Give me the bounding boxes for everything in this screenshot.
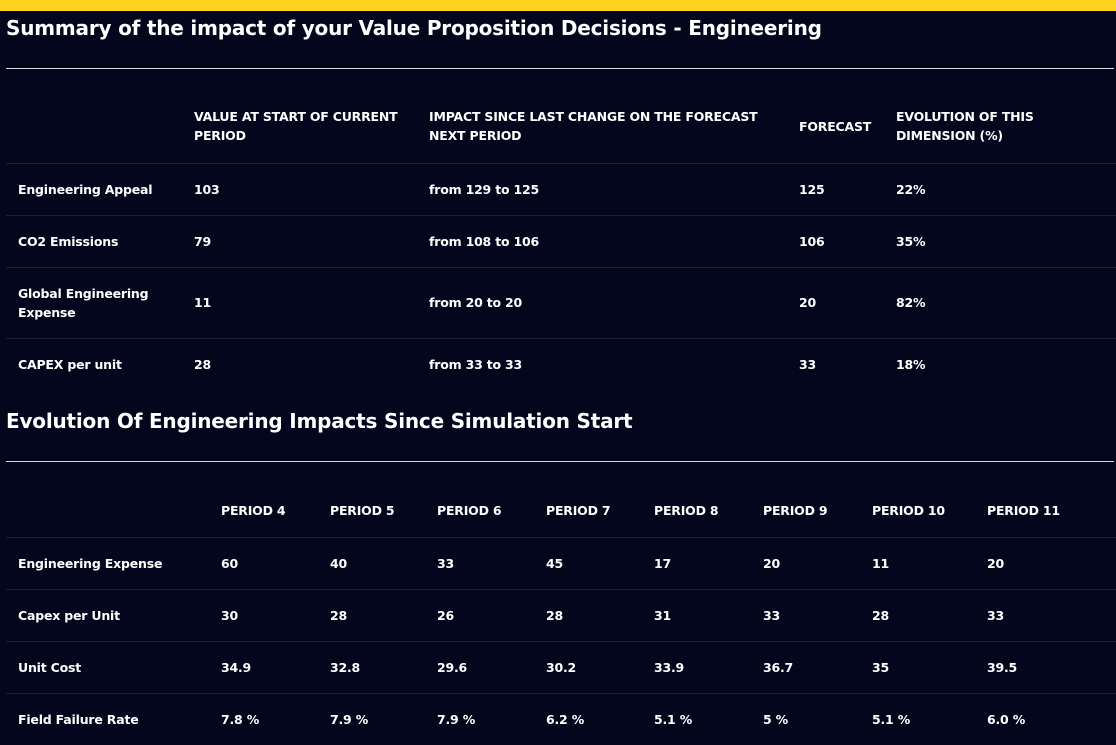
period-value-cell: 35 [860,640,975,693]
period-value-cell: 60 [209,536,318,589]
table-row: Unit Cost 34.9 32.8 29.6 30.2 33.9 36.7 … [6,640,1116,693]
evolution-title: Evolution Of Engineering Impacts Since S… [6,409,633,433]
summary-divider [6,68,1114,69]
evolution-header-row: PERIOD 4 PERIOD 5 PERIOD 6 PERIOD 7 PERI… [6,485,1116,537]
table-row: Engineering Expense 60 40 33 45 17 20 11… [6,536,1116,589]
period-value-cell: 40 [318,536,425,589]
header-period: PERIOD 6 [437,503,502,519]
period-value-cell: 20 [975,536,1116,589]
forecast-cell: 20 [787,266,884,338]
value-start-cell: 103 [182,162,417,215]
summary-title: Summary of the impact of your Value Prop… [6,16,822,40]
header-period: PERIOD 4 [221,503,286,519]
period-value-cell: 28 [318,588,425,641]
evolution-table: PERIOD 4 PERIOD 5 PERIOD 6 PERIOD 7 PERI… [6,485,1116,745]
forecast-cell: 106 [787,214,884,267]
table-row: CO2 Emissions 79 from 108 to 106 106 35% [6,214,1116,267]
row-label: Capex per Unit [6,588,209,641]
top-accent-bar [0,0,1116,11]
period-value-cell: 7.8 % [209,692,318,745]
row-label: Engineering Appeal [6,162,182,215]
period-value-cell: 7.9 % [425,692,534,745]
header-dimension [6,90,182,163]
period-value-cell: 33.9 [642,640,751,693]
period-value-cell: 5 % [751,692,860,745]
evolution-divider [6,461,1114,462]
period-value-cell: 5.1 % [642,692,751,745]
row-label: Unit Cost [6,640,209,693]
header-forecast: FORECAST [799,118,872,134]
period-value-cell: 28 [860,588,975,641]
period-value-cell: 17 [642,536,751,589]
evolution-cell: 35% [884,214,1116,267]
table-row: CAPEX per unit 28 from 33 to 33 33 18% [6,337,1116,390]
period-value-cell: 28 [534,588,642,641]
period-value-cell: 32.8 [318,640,425,693]
evolution-cell: 18% [884,337,1116,390]
period-value-cell: 20 [751,536,860,589]
header-period: PERIOD 7 [546,503,611,519]
header-period: PERIOD 9 [763,503,828,519]
period-value-cell: 39.5 [975,640,1116,693]
forecast-cell: 33 [787,337,884,390]
row-label: Engineering Expense [6,536,209,589]
period-value-cell: 30.2 [534,640,642,693]
period-value-cell: 11 [860,536,975,589]
period-value-cell: 29.6 [425,640,534,693]
header-period: PERIOD 11 [987,503,1060,519]
header-period: PERIOD 10 [872,503,945,519]
period-value-cell: 6.0 % [975,692,1116,745]
period-value-cell: 26 [425,588,534,641]
impact-cell: from 108 to 106 [417,214,787,267]
row-label: CAPEX per unit [6,337,182,390]
summary-header-row: VALUE AT START OF CURRENT PERIOD IMPACT … [6,90,1116,163]
period-value-cell: 36.7 [751,640,860,693]
header-period: PERIOD 5 [330,503,395,519]
table-row: Capex per Unit 30 28 26 28 31 33 28 33 [6,588,1116,641]
table-row: Engineering Appeal 103 from 129 to 125 1… [6,162,1116,215]
row-label: Field Failure Rate [6,692,209,745]
row-label: Global Engineering Expense [6,266,182,338]
period-value-cell: 34.9 [209,640,318,693]
header-metric [6,485,209,537]
evolution-cell: 22% [884,162,1116,215]
header-value-start: VALUE AT START OF CURRENT PERIOD [194,109,398,144]
header-impact: IMPACT SINCE LAST CHANGE ON THE FORECAST… [429,109,758,144]
period-value-cell: 6.2 % [534,692,642,745]
forecast-cell: 125 [787,162,884,215]
period-value-cell: 5.1 % [860,692,975,745]
impact-cell: from 33 to 33 [417,337,787,390]
period-value-cell: 33 [975,588,1116,641]
period-value-cell: 33 [425,536,534,589]
table-row: Field Failure Rate 7.8 % 7.9 % 7.9 % 6.2… [6,692,1116,745]
value-start-cell: 79 [182,214,417,267]
period-value-cell: 31 [642,588,751,641]
header-evolution: EVOLUTION OF THIS DIMENSION (%) [896,109,1034,144]
impact-cell: from 129 to 125 [417,162,787,215]
period-value-cell: 45 [534,536,642,589]
period-value-cell: 7.9 % [318,692,425,745]
period-value-cell: 33 [751,588,860,641]
table-row: Global Engineering Expense 11 from 20 to… [6,266,1116,338]
row-label: CO2 Emissions [6,214,182,267]
evolution-cell: 82% [884,266,1116,338]
header-period: PERIOD 8 [654,503,719,519]
impact-cell: from 20 to 20 [417,266,787,338]
period-value-cell: 30 [209,588,318,641]
summary-table: VALUE AT START OF CURRENT PERIOD IMPACT … [6,90,1116,390]
value-start-cell: 11 [182,266,417,338]
value-start-cell: 28 [182,337,417,390]
